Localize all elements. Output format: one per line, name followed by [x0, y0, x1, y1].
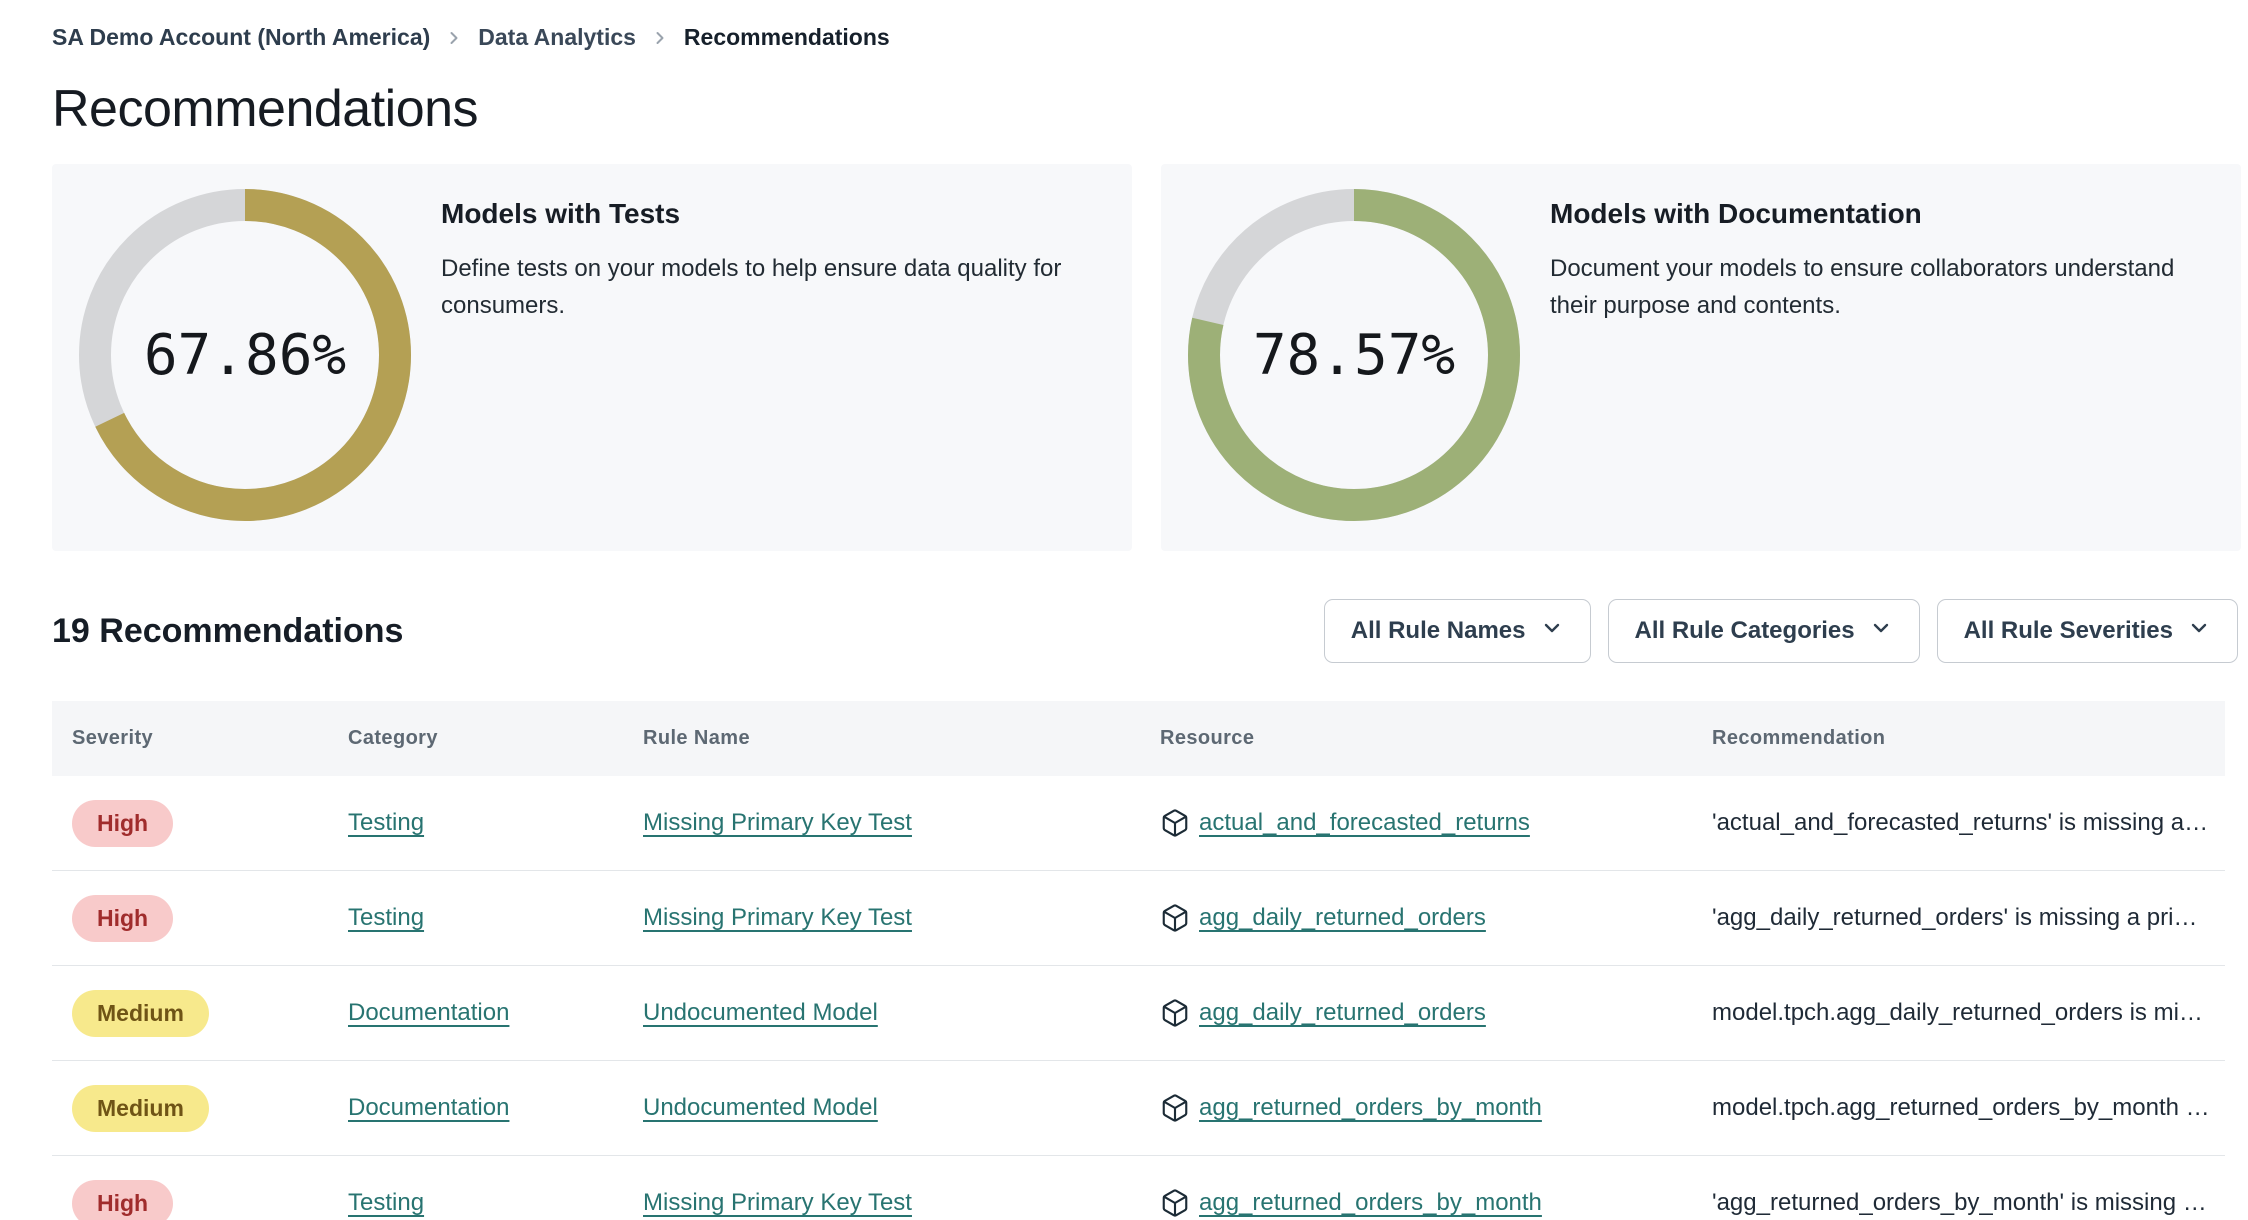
- breadcrumb-account-link[interactable]: SA Demo Account (North America): [52, 24, 431, 50]
- cube-icon: [1160, 1188, 1190, 1218]
- category-link[interactable]: Testing: [348, 1189, 425, 1216]
- resource-link[interactable]: agg_returned_orders_by_month: [1199, 1094, 1542, 1121]
- models-with-documentation-card: 78.57% Models with Documentation Documen…: [1161, 164, 2241, 551]
- category-link[interactable]: Documentation: [348, 999, 510, 1026]
- recommendations-table: Severity Category Rule Name Resource Rec…: [52, 701, 2225, 1220]
- tests-percent-label: 67.86%: [143, 322, 347, 388]
- cube-icon: [1160, 808, 1190, 838]
- filter-label: All Rule Names: [1350, 617, 1526, 644]
- rule-name-link[interactable]: Missing Primary Key Test: [643, 904, 912, 931]
- filter-label: All Rule Categories: [1634, 617, 1855, 644]
- recommendation-text: 'agg_daily_returned_orders' is missing a…: [1712, 904, 2218, 931]
- card-description: Define tests on your models to help ensu…: [441, 255, 1062, 319]
- cube-icon: [1160, 1093, 1190, 1123]
- breadcrumb-current: Recommendations: [683, 24, 890, 50]
- table-row: High Testing Missing Primary Key Test ac…: [52, 776, 2225, 871]
- category-link[interactable]: Testing: [348, 809, 425, 836]
- category-link[interactable]: Documentation: [348, 1094, 510, 1121]
- column-header-rule-name: Rule Name: [643, 727, 750, 749]
- severity-badge: High: [72, 1179, 174, 1220]
- column-header-category: Category: [348, 727, 438, 749]
- documentation-donut-chart: 78.57%: [1188, 189, 1520, 521]
- filters: All Rule Names All Rule Categories All R…: [1323, 599, 2238, 663]
- table-row: High Testing Missing Primary Key Test ag…: [52, 1156, 2225, 1220]
- rule-name-link[interactable]: Undocumented Model: [643, 1094, 878, 1121]
- rule-name-link[interactable]: Missing Primary Key Test: [643, 809, 912, 836]
- list-bar: 19 Recommendations All Rule Names All Ru…: [52, 599, 2238, 663]
- cube-icon: [1160, 998, 1190, 1028]
- chevron-down-icon: [1869, 616, 1893, 647]
- resource-link[interactable]: agg_returned_orders_by_month: [1199, 1189, 1542, 1216]
- rule-name-link[interactable]: Missing Primary Key Test: [643, 1189, 912, 1216]
- recommendation-text: model.tpch.agg_returned_orders_by_month …: [1712, 1094, 2210, 1121]
- resource-link[interactable]: agg_daily_returned_orders: [1199, 904, 1486, 931]
- breadcrumb-project-link[interactable]: Data Analytics: [478, 24, 636, 50]
- chevron-down-icon: [2187, 616, 2211, 647]
- filter-label: All Rule Severities: [1963, 617, 2173, 644]
- recommendations-count-title: 19 Recommendations: [52, 611, 404, 650]
- severity-badge: Medium: [72, 1084, 209, 1132]
- severity-badge: High: [72, 799, 174, 847]
- table-row: Medium Documentation Undocumented Model …: [52, 966, 2225, 1061]
- card-title: Models with Documentation: [1550, 198, 1922, 229]
- column-header-resource: Resource: [1160, 727, 1255, 749]
- cube-icon: [1160, 903, 1190, 933]
- chevron-down-icon: [1540, 616, 1564, 647]
- rule-name-link[interactable]: Undocumented Model: [643, 999, 878, 1026]
- table-row: High Testing Missing Primary Key Test ag…: [52, 871, 2225, 966]
- card-title: Models with Tests: [441, 198, 681, 229]
- column-header-recommendation: Recommendation: [1712, 727, 1886, 749]
- documentation-percent-label: 78.57%: [1252, 322, 1456, 388]
- donut-value-arc: [1188, 189, 1520, 521]
- rule-names-filter-dropdown[interactable]: All Rule Names: [1323, 599, 1591, 663]
- severity-badge: High: [72, 894, 174, 942]
- tests-donut-chart: 67.86%: [79, 189, 411, 521]
- category-link[interactable]: Testing: [348, 904, 425, 931]
- table-row: Medium Documentation Undocumented Model …: [52, 1061, 2225, 1156]
- recommendation-text: 'agg_returned_orders_by_month' is missin…: [1712, 1189, 2207, 1216]
- card-description: Document your models to ensure collabora…: [1550, 255, 2175, 319]
- table-body: High Testing Missing Primary Key Test ac…: [52, 776, 2225, 1220]
- resource-link[interactable]: actual_and_forecasted_returns: [1199, 809, 1530, 836]
- chevron-right-icon: [444, 28, 464, 48]
- models-with-tests-card: 67.86% Models with Tests Define tests on…: [52, 164, 1132, 551]
- summary-cards: 67.86% Models with Tests Define tests on…: [52, 164, 2248, 551]
- breadcrumb: SA Demo Account (North America) Data Ana…: [52, 24, 2248, 51]
- column-header-severity: Severity: [72, 727, 154, 749]
- recommendation-text: 'actual_and_forecasted_returns' is missi…: [1712, 809, 2215, 836]
- rule-categories-filter-dropdown[interactable]: All Rule Categories: [1607, 599, 1920, 663]
- rule-severities-filter-dropdown[interactable]: All Rule Severities: [1936, 599, 2238, 663]
- chevron-right-icon: [650, 28, 670, 48]
- table-header: Severity Category Rule Name Resource Rec…: [52, 701, 2225, 776]
- page-title: Recommendations: [52, 80, 479, 138]
- severity-badge: Medium: [72, 989, 209, 1037]
- recommendation-text: model.tpch.agg_daily_returned_orders is …: [1712, 999, 2215, 1026]
- resource-link[interactable]: agg_daily_returned_orders: [1199, 999, 1486, 1026]
- donut-value-arc: [79, 189, 411, 521]
